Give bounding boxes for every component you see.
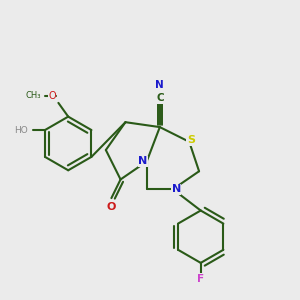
Text: N: N xyxy=(138,157,147,166)
Text: F: F xyxy=(197,274,204,284)
Text: CH₃: CH₃ xyxy=(25,91,40,100)
Text: N: N xyxy=(172,184,181,194)
Text: O: O xyxy=(48,91,56,101)
Text: O: O xyxy=(107,202,116,212)
Text: HO: HO xyxy=(14,125,28,134)
Text: S: S xyxy=(187,135,195,145)
Text: N: N xyxy=(155,80,164,90)
Text: C: C xyxy=(156,93,164,103)
